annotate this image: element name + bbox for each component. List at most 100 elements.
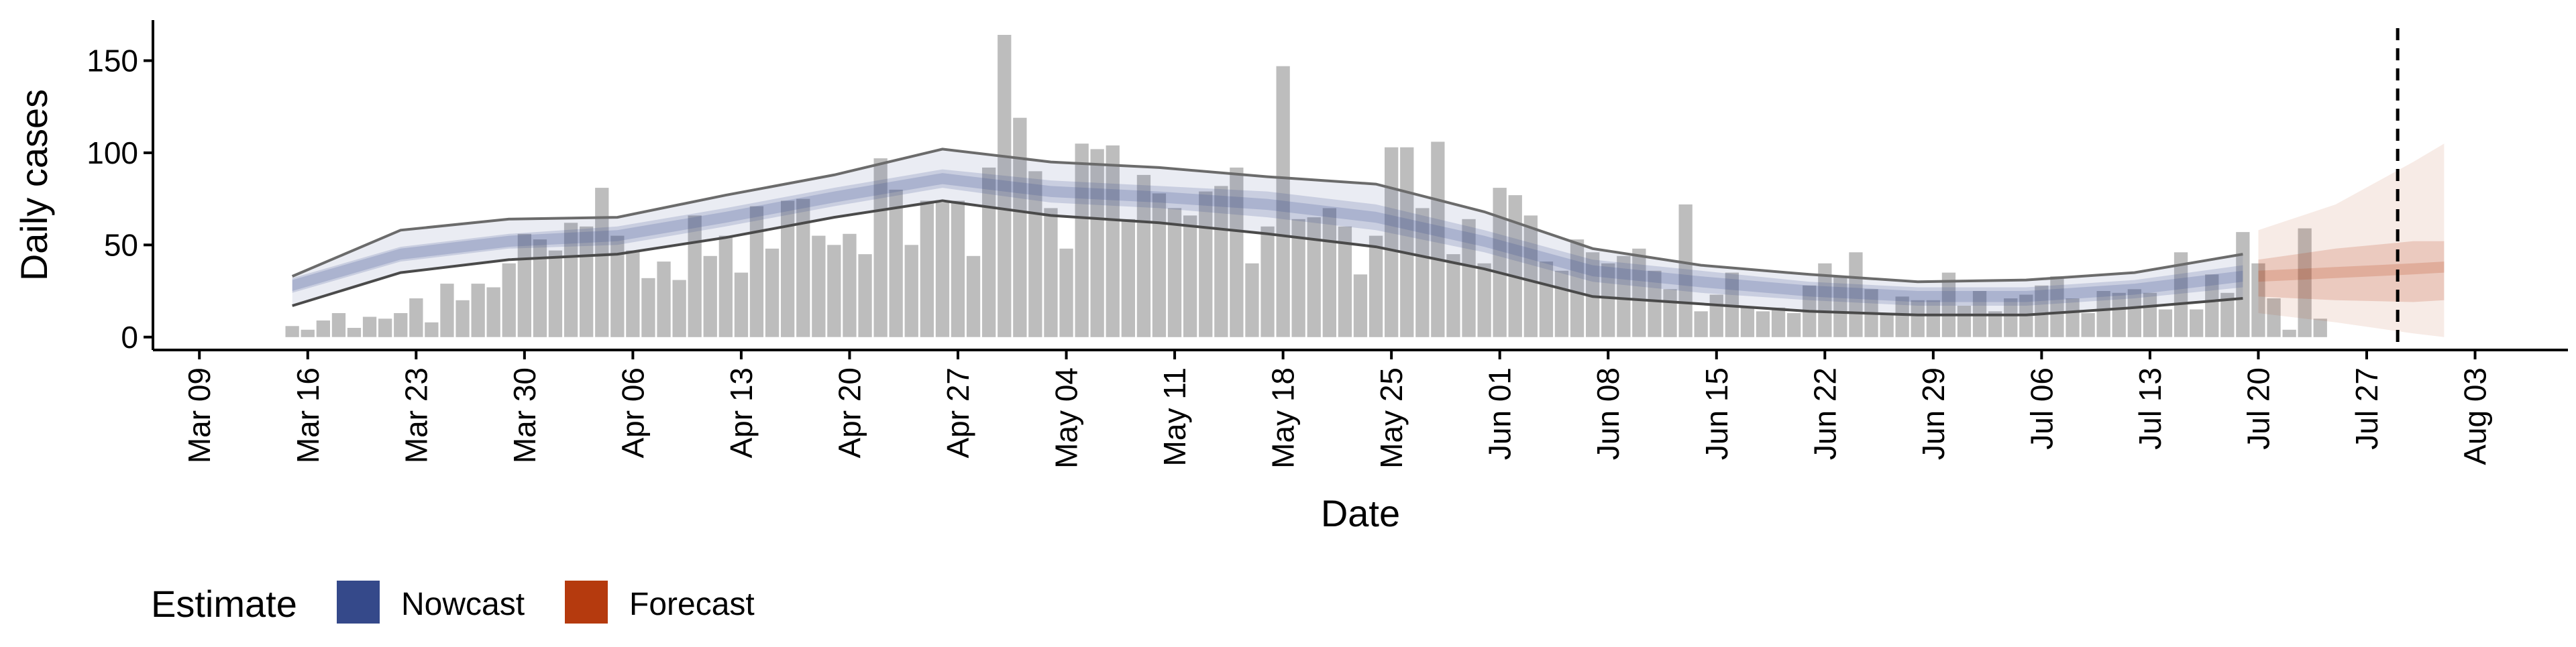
bar xyxy=(1911,300,1925,337)
bar xyxy=(1462,219,1476,337)
bar xyxy=(858,254,872,337)
bar xyxy=(347,328,362,337)
bar xyxy=(641,278,655,337)
nowcast-upper-line xyxy=(291,148,2243,284)
bar xyxy=(2205,274,2219,337)
bar xyxy=(1493,188,1507,337)
bar xyxy=(1276,66,1290,337)
bar xyxy=(703,255,717,337)
bar xyxy=(998,35,1012,337)
bar xyxy=(394,313,408,337)
bar xyxy=(409,298,423,337)
bar xyxy=(1508,195,1522,337)
bar xyxy=(1833,276,1847,337)
bar xyxy=(2096,291,2110,337)
bar xyxy=(2220,292,2235,337)
bar xyxy=(982,167,996,337)
x-tick-label: Mar 09 xyxy=(182,367,217,463)
bar xyxy=(920,200,934,337)
bar xyxy=(1586,252,1600,337)
bar xyxy=(425,322,439,337)
bar xyxy=(1013,117,1027,337)
bar xyxy=(781,200,795,337)
bar xyxy=(1787,313,1801,337)
bars-layer xyxy=(285,35,2327,337)
x-tick-label: Aug 03 xyxy=(2458,367,2493,465)
bar xyxy=(1926,300,1940,337)
axes-layer: 0 50 100 150 Mar 09 Mar 16 Mar 23 Mar 30 Apr 06 A… xyxy=(87,20,2568,469)
bar xyxy=(1523,215,1538,337)
bar xyxy=(904,245,918,337)
bar xyxy=(2004,298,2018,337)
bar xyxy=(1694,311,1708,337)
bar xyxy=(1121,219,1135,337)
y-tick-label: 50 xyxy=(104,227,138,262)
bar xyxy=(889,189,903,337)
bar xyxy=(1988,311,2002,337)
legend: Estimate Nowcast Forecast xyxy=(151,581,755,625)
bar xyxy=(966,255,981,337)
bar xyxy=(1740,307,1755,337)
bar xyxy=(595,188,609,337)
bar xyxy=(1431,141,1445,337)
bar xyxy=(2050,276,2064,337)
bar xyxy=(1167,208,1182,337)
bar xyxy=(362,316,377,337)
bar xyxy=(657,261,671,337)
bar xyxy=(2190,309,2204,337)
bar xyxy=(827,245,841,337)
bar xyxy=(935,202,950,337)
bar xyxy=(610,235,625,337)
x-tick-label: May 11 xyxy=(1157,367,1192,466)
bar xyxy=(301,329,315,337)
bar xyxy=(1400,147,1414,337)
x-tick-label: Jun 29 xyxy=(1916,367,1951,460)
bar xyxy=(749,206,764,337)
x-tick-label: Jul 27 xyxy=(2349,367,2384,450)
y-axis-title: Daily cases xyxy=(13,89,55,281)
bar xyxy=(2081,313,2095,337)
bar xyxy=(1539,261,1554,337)
bar xyxy=(1260,226,1275,337)
x-tick-label: Jun 01 xyxy=(1483,367,1517,460)
bar xyxy=(1601,263,1615,337)
bar xyxy=(440,284,454,337)
bar xyxy=(2313,318,2327,337)
bar xyxy=(1307,217,1321,337)
bar xyxy=(796,198,810,337)
forecast-legend-label: Forecast xyxy=(629,587,755,622)
bar xyxy=(1477,263,1491,337)
bar xyxy=(672,280,686,337)
bar xyxy=(1446,254,1460,337)
x-tick-label: Apr 13 xyxy=(724,367,759,459)
x-tick-label: May 18 xyxy=(1266,367,1301,469)
bar xyxy=(2174,252,2188,337)
bar xyxy=(2158,309,2173,337)
x-tick-label: Jul 06 xyxy=(2024,367,2059,450)
bar xyxy=(1044,208,1058,337)
nowcast-legend-label: Nowcast xyxy=(401,587,525,622)
bar xyxy=(718,235,733,337)
bar xyxy=(873,158,888,337)
bar xyxy=(1136,174,1151,337)
bar xyxy=(486,287,500,337)
x-tick-label: Jun 08 xyxy=(1591,367,1625,460)
x-tick-label: Apr 20 xyxy=(833,367,867,459)
bar xyxy=(1849,252,1863,337)
nowcast-outer-band xyxy=(292,149,2243,315)
bar xyxy=(2112,292,2126,337)
bar xyxy=(1957,306,1972,337)
bar xyxy=(2236,232,2250,337)
bar xyxy=(1214,186,1228,337)
bar xyxy=(1895,296,1909,337)
nowcast-inner-band xyxy=(292,169,2243,306)
legend-title: Estimate xyxy=(151,583,297,625)
bar xyxy=(1338,226,1352,337)
bar xyxy=(533,239,547,337)
bar xyxy=(2035,285,2049,337)
x-tick-label: Jun 15 xyxy=(1699,367,1734,460)
bar xyxy=(765,248,780,337)
forecast-median-band xyxy=(2258,261,2445,282)
bar xyxy=(1570,239,1585,337)
